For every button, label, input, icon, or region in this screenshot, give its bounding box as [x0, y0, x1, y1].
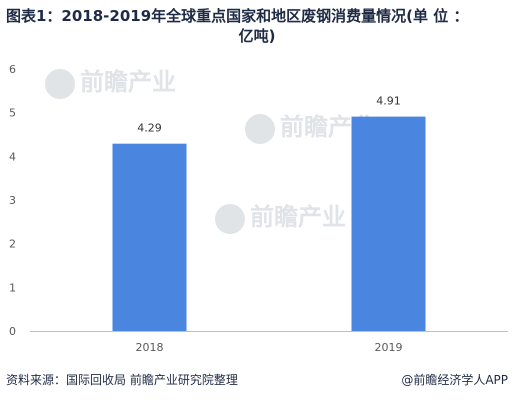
y-tick-label: 5	[9, 107, 16, 120]
title-line-1: 图表1：2018-2019年全球重点国家和地区废钢消费量情况(单 位 ：	[6, 7, 469, 25]
brand-credit: @前瞻经济学人APP	[401, 373, 508, 387]
watermark-logo: 前瞻产业	[45, 68, 176, 99]
data-labels: 4.29 4.91	[137, 95, 401, 135]
data-label: 4.29	[137, 122, 162, 135]
y-tick-label: 3	[9, 194, 16, 207]
x-tick-label: 2019	[375, 341, 403, 354]
x-tick-label: 2018	[136, 341, 164, 354]
title-line-2: 亿吨)	[238, 27, 276, 45]
y-tick-label: 4	[9, 150, 16, 163]
bar-2019	[351, 116, 426, 331]
watermark-text: 前瞻产业	[80, 68, 176, 96]
source-note: 资料来源：国际回收局 前瞻产业研究院整理	[6, 373, 238, 387]
bar-2018	[112, 143, 187, 331]
watermark-logo: 前瞻产业	[215, 203, 346, 234]
x-axis-ticks: 2018 2019	[136, 341, 403, 354]
bars	[112, 116, 426, 331]
y-tick-label: 0	[9, 325, 16, 338]
watermark-text: 前瞻产业	[250, 203, 346, 231]
y-tick-label: 2	[9, 238, 16, 251]
y-tick-label: 1	[9, 281, 16, 294]
y-axis-ticks: 0 1 2 3 4 5 6	[9, 63, 16, 338]
chart-title: 图表1：2018-2019年全球重点国家和地区废钢消费量情况(单 位 ： 亿吨)	[6, 6, 508, 46]
y-tick-label: 6	[9, 63, 16, 76]
data-label: 4.91	[376, 95, 401, 108]
